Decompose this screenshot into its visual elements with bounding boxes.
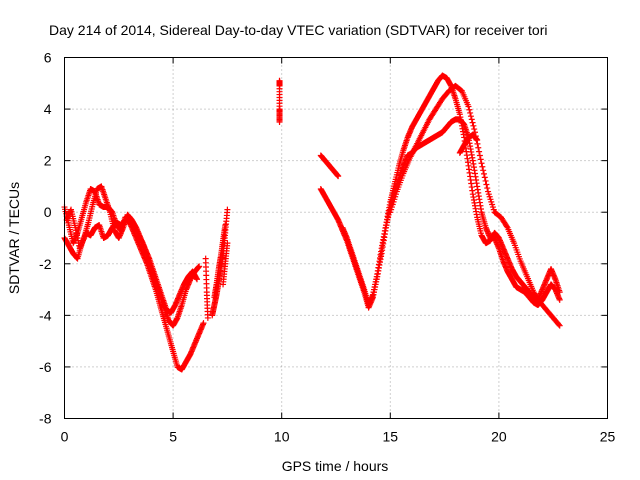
data-point	[483, 181, 490, 188]
data-point	[478, 160, 485, 167]
data-point	[476, 152, 483, 159]
data-point	[224, 206, 231, 213]
data-point	[481, 174, 488, 181]
data-point	[470, 122, 477, 129]
data-point	[276, 118, 283, 125]
data-point	[467, 109, 474, 116]
x-tick-label: 5	[169, 429, 177, 445]
x-tick-label: 15	[383, 429, 399, 445]
data-point	[224, 240, 231, 247]
y-axis-label: SDTVAR / TECUs	[6, 182, 22, 294]
x-tick-label: 0	[61, 429, 69, 445]
x-tick-label: 20	[491, 429, 507, 445]
data-point	[555, 321, 562, 328]
data-point	[469, 119, 476, 126]
data-point	[476, 148, 483, 155]
data-points	[61, 72, 563, 373]
data-point	[475, 144, 482, 151]
plot-frame	[64, 57, 608, 419]
data-point	[503, 223, 510, 230]
chart-title: Day 214 of 2014, Sidereal Day-to-day VTE…	[49, 22, 548, 38]
y-tick-label: 4	[44, 101, 52, 117]
data-point	[204, 314, 211, 321]
data-point	[196, 263, 203, 270]
x-axis-label: GPS time / hours	[282, 458, 389, 474]
y-tick-label: -2	[39, 256, 52, 272]
data-point	[556, 289, 563, 296]
data-point	[479, 163, 486, 170]
y-tick-label: -4	[39, 307, 52, 323]
data-point	[465, 103, 472, 110]
y-tick-label: 6	[44, 50, 52, 66]
data-point	[200, 320, 207, 327]
data-point	[484, 185, 491, 192]
data-point	[193, 276, 200, 283]
data-point	[480, 167, 487, 174]
data-point	[467, 113, 474, 120]
y-tick-label: 0	[44, 204, 52, 220]
data-point	[556, 322, 563, 329]
x-tick-label: 10	[274, 429, 290, 445]
data-point	[477, 156, 484, 163]
data-point	[222, 222, 229, 229]
data-point	[466, 106, 473, 113]
y-tick-label: -6	[39, 359, 52, 375]
data-point	[471, 126, 478, 133]
y-tick-label: -8	[39, 411, 52, 427]
data-point	[480, 170, 487, 177]
grid	[64, 57, 608, 419]
data-point	[468, 116, 475, 123]
data-point	[474, 137, 481, 144]
x-tick-label: 25	[600, 429, 616, 445]
y-tick-label: 2	[44, 153, 52, 169]
data-point	[335, 173, 342, 180]
data-point	[556, 296, 563, 303]
data-point	[482, 177, 489, 184]
